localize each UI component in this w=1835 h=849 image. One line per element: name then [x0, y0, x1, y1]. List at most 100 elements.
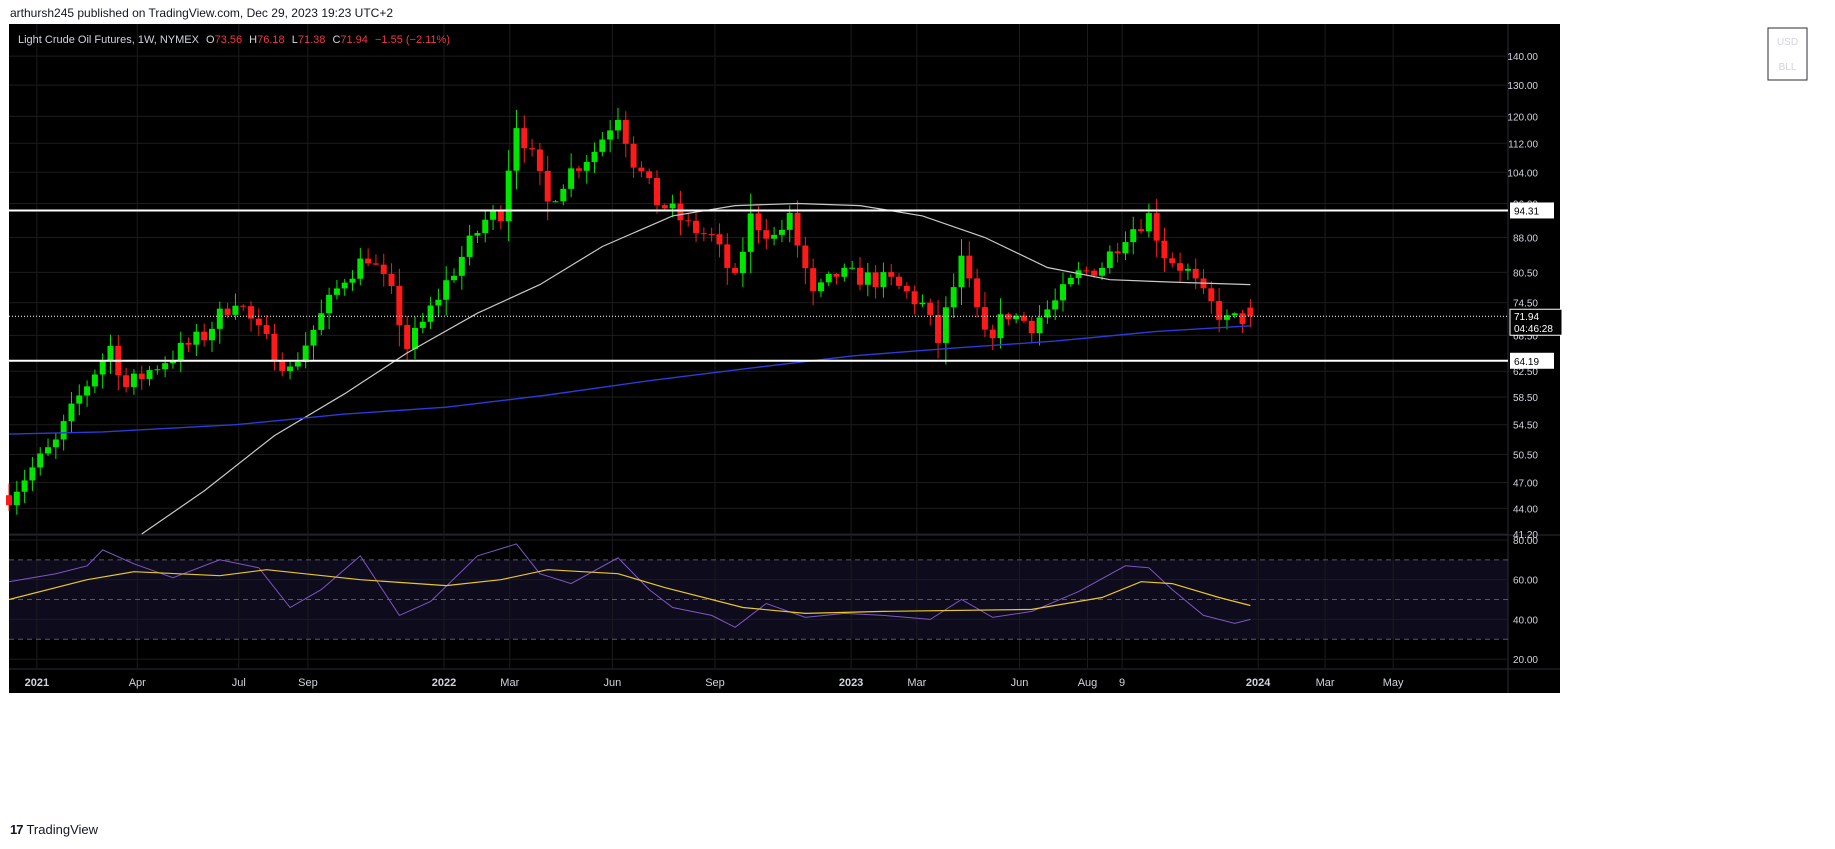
price-tick-label: 120.00 [1507, 112, 1538, 123]
close-label: C [332, 34, 341, 46]
time-tick-label: 9 [1119, 677, 1125, 689]
candle-down [654, 178, 661, 206]
candle-up [349, 278, 356, 283]
candle-down [755, 213, 762, 231]
candle-up [1059, 284, 1066, 301]
candle-down [1177, 263, 1184, 271]
candle-up [435, 299, 442, 306]
candle-up [37, 453, 44, 468]
candle-up [52, 439, 59, 448]
candle-down [732, 267, 739, 273]
time-tick-label: Mar [500, 677, 519, 689]
candle-up [411, 327, 418, 349]
time-tick-label: Aug [1078, 677, 1098, 689]
change-value: −1.55 (−2.11%) [374, 34, 450, 46]
price-tick-label: 74.50 [1513, 299, 1538, 310]
candle-up [591, 151, 598, 162]
high-value: 76.18 [257, 34, 285, 46]
candle-down [888, 272, 895, 277]
candle-up [208, 328, 215, 341]
candle-up [568, 168, 575, 189]
unit-button[interactable]: BLL [1778, 62, 1797, 73]
candle-up [107, 345, 114, 361]
candle-down [123, 375, 130, 387]
candle-down [724, 244, 731, 268]
candle-up [357, 258, 364, 279]
candle-up [1099, 267, 1106, 276]
candle-down [279, 361, 286, 372]
candle-down [872, 272, 879, 288]
rsi-line [8, 543, 1251, 628]
time-tick-label: May [1383, 677, 1404, 689]
candle-down [185, 342, 192, 345]
rsi-tick-label: 20.00 [1513, 655, 1538, 666]
candle-up [13, 491, 20, 506]
candle-down [927, 302, 934, 315]
candle-up [560, 188, 567, 202]
candle-up [451, 275, 458, 281]
candle-up [76, 395, 83, 404]
candle-down [1020, 315, 1027, 321]
symbol-legend: Light Crude Oil Futures, 1W, NYMEX O73.5… [18, 34, 450, 46]
candle-up [1223, 315, 1230, 320]
candle-up [29, 467, 36, 481]
candle-down [1208, 288, 1215, 302]
candle-down [685, 220, 692, 222]
candle-up [778, 229, 785, 235]
candle-down [1192, 268, 1199, 279]
rsi-tick-label: 80.00 [1513, 536, 1538, 547]
price-tick-label: 112.00 [1508, 139, 1538, 150]
price-tick-label: 47.00 [1513, 479, 1538, 490]
candle-down [380, 264, 387, 274]
candle-up [1184, 268, 1191, 271]
candle-down [693, 220, 700, 234]
candle-down [1169, 258, 1176, 264]
candle-up [466, 235, 473, 257]
chart-canvas[interactable]: 2021 Apr Jul Sep 2022 Mar Jun Sep 2023 Mar Jun Aug 9… [0, 0, 1835, 820]
time-tick-label: Apr [129, 677, 146, 689]
time-tick-label: 2021 [25, 677, 49, 689]
price-tick-label: 140.00 [1507, 52, 1538, 63]
price-tick-label: 88.00 [1513, 234, 1538, 245]
high-label: H [249, 34, 258, 46]
footer-brand: 17 TradingView [10, 822, 98, 837]
last-price-label: 71.94 [1514, 312, 1539, 323]
candle-down [240, 305, 247, 307]
candle-up [825, 274, 832, 283]
candle-up [950, 287, 957, 308]
candle-up [326, 294, 333, 314]
candle-down [497, 210, 504, 222]
candle-down [529, 148, 536, 150]
candle-down [1091, 270, 1098, 276]
candle-up [771, 234, 778, 239]
time-tick-label: Mar [907, 677, 926, 689]
candle-up [45, 447, 52, 454]
candle-down [1114, 251, 1121, 254]
open-label: O [206, 34, 215, 46]
candle-down [810, 268, 817, 292]
candle-up [958, 255, 965, 288]
candle-up [505, 170, 512, 222]
candle-down [271, 333, 278, 362]
candle-up [21, 480, 28, 492]
candle-down [708, 233, 715, 235]
candle-down [630, 143, 637, 168]
candle-up [341, 282, 348, 289]
candle-up [482, 219, 489, 234]
candle-down [911, 291, 918, 305]
time-tick-label: 2023 [839, 677, 863, 689]
currency-button[interactable]: USD [1776, 37, 1799, 48]
candle-up [302, 345, 309, 363]
candle-up [1130, 229, 1137, 243]
candle-up [443, 280, 450, 300]
candle-down [966, 255, 973, 279]
candle-down [201, 331, 208, 341]
candle-down [700, 233, 707, 235]
candle-down [638, 167, 645, 172]
candle-down [372, 263, 379, 265]
candle-up [880, 272, 887, 288]
time-tick-label: Jun [604, 677, 622, 689]
candle-down [1153, 213, 1160, 241]
candle-down [365, 258, 372, 264]
candle-down [1028, 320, 1035, 334]
